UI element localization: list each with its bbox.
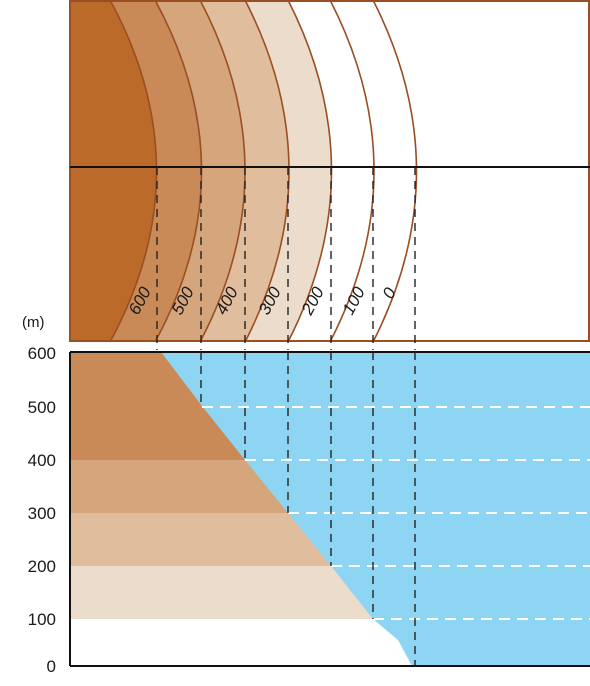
axis-unit-label: (m) xyxy=(22,314,45,331)
axis-tick-100: 100 xyxy=(28,610,56,629)
axis-tick-200: 200 xyxy=(28,557,56,576)
terrain-band-0-100 xyxy=(70,619,412,666)
terrain-band-100-200 xyxy=(70,566,373,619)
axis-tick-300: 300 xyxy=(28,504,56,523)
contour-line-0 xyxy=(372,0,418,343)
axis-tick-500: 500 xyxy=(28,398,56,417)
contour-line-300 xyxy=(244,0,290,343)
terrain-band-400-500 xyxy=(70,406,245,460)
axis-tick-600: 600 xyxy=(28,344,56,363)
elevation-profile: (m) 600 500 400 300 200 100 0 xyxy=(22,314,590,676)
terrain-band-500-600 xyxy=(70,352,202,406)
terrain-band-200-300 xyxy=(70,513,331,566)
contour-line-100 xyxy=(329,0,375,343)
band-above-600 xyxy=(70,0,157,342)
contour-map: 600 500 400 300 200 100 0 xyxy=(69,0,590,350)
axis-tick-400: 400 xyxy=(28,451,56,470)
axis-tick-0: 0 xyxy=(47,657,56,676)
contour-map-frame xyxy=(69,0,590,342)
terrain-band-300-400 xyxy=(70,460,288,513)
